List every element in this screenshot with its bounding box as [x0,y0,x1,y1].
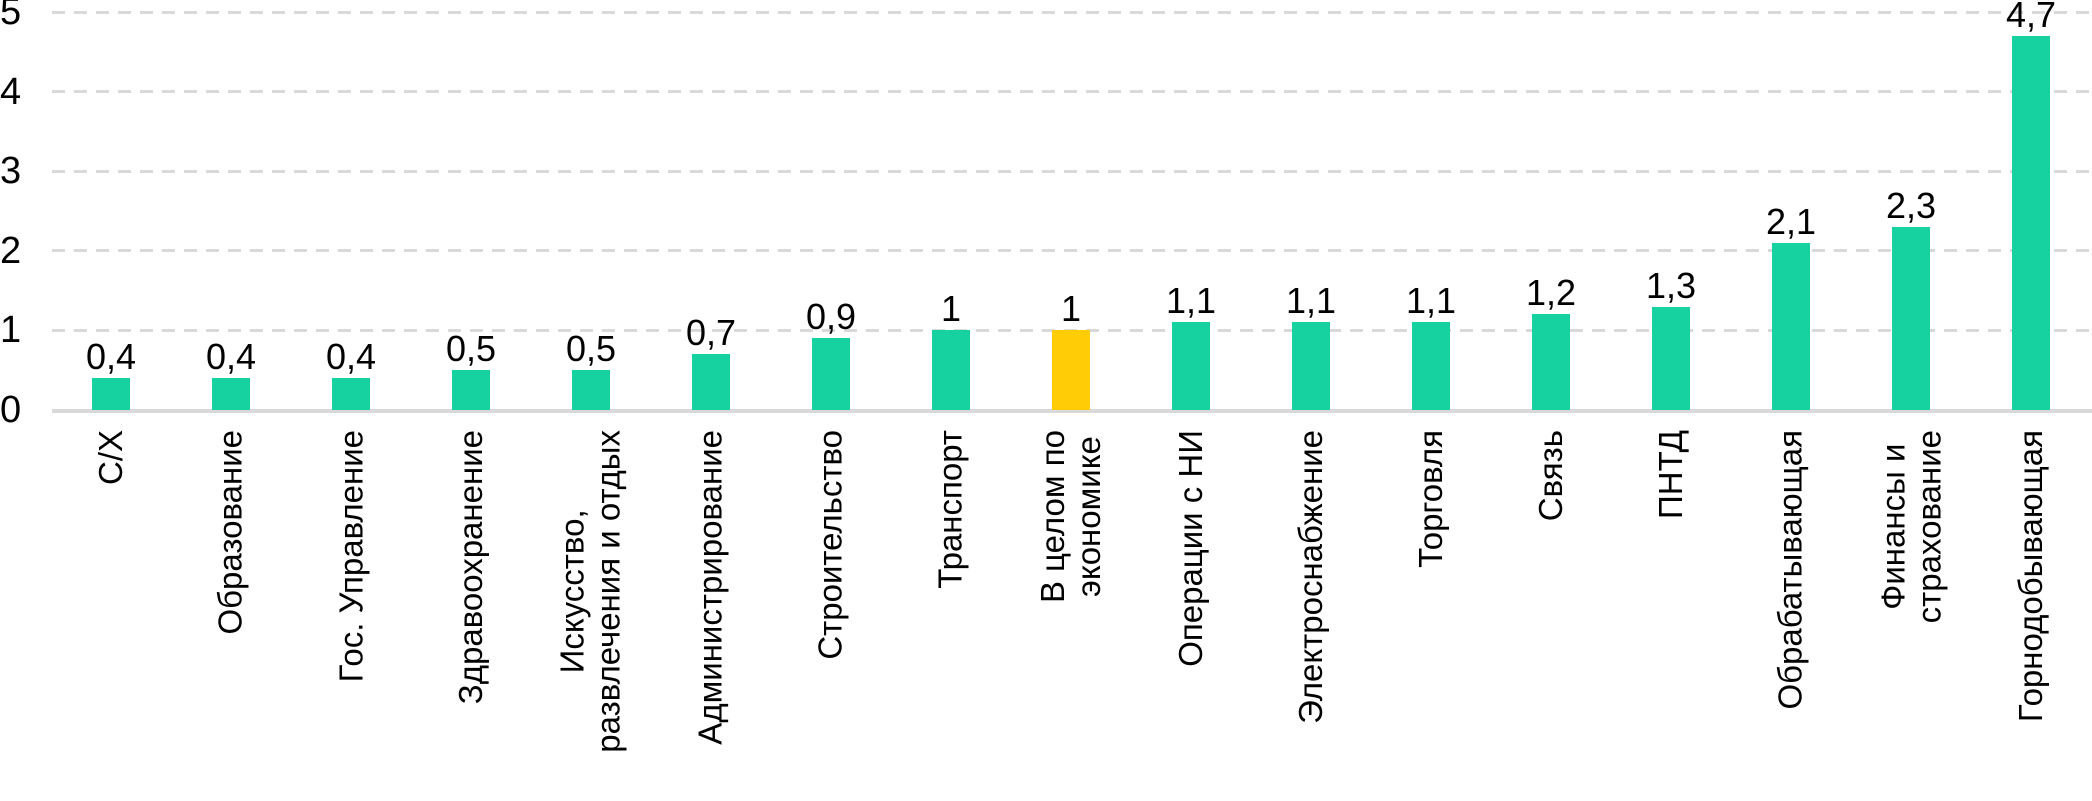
y-tick-label-2: 2 [0,229,22,272]
bar [2012,35,2050,410]
bar-value-label: 0,7 [685,312,737,354]
category-label: Искусство, развлечения и отдых [554,430,627,753]
bar-value-label: 0,4 [325,336,377,378]
bar [812,338,850,410]
category-label: Обрабатывающая [1772,430,1809,710]
bar [1532,314,1570,410]
bar-value-label: 1,1 [1165,280,1217,322]
gridline-y-5 [52,10,2092,14]
bar [1652,306,1690,410]
category-label: ПНТД [1652,430,1689,519]
bar-value-label: 0,4 [85,336,137,378]
gridline-y-4 [52,90,2092,94]
bar-value-label: 0,4 [205,336,257,378]
bar [572,370,610,410]
bar [692,354,730,410]
category-label: Электроснабжение [1292,430,1329,724]
bar-value-label: 4,7 [2005,0,2057,35]
bar-value-label: 1 [1060,288,1082,330]
bar-value-label: 1 [940,288,962,330]
category-label: Операции с НИ [1172,430,1209,667]
bar-value-label: 2,3 [1885,184,1937,226]
category-label: Торговля [1412,430,1449,568]
category-label: Строительство [812,430,849,660]
category-label: Горнодобывающая [2012,430,2049,723]
category-label: С/Х [92,430,129,486]
x-axis-line [52,409,2092,413]
bar-highlight [1052,330,1090,410]
category-label: Администрирование [692,430,729,745]
category-label: Связь [1532,430,1569,522]
category-label: Здравоохранение [452,430,489,705]
bar-value-label: 1,3 [1645,264,1697,306]
bar-value-label: 1,2 [1525,272,1577,314]
bar-value-label: 2,1 [1765,200,1817,242]
y-tick-label-3: 3 [0,150,22,193]
bar [1412,322,1450,410]
bar [932,330,970,410]
gridline-y-3 [52,169,2092,173]
bar-value-label: 1,1 [1285,280,1337,322]
y-tick-label-5: 5 [0,0,22,33]
bar [332,378,370,410]
y-tick-label-1: 1 [0,309,22,352]
category-label: В целом по экономике [1034,430,1107,604]
bar [1292,322,1330,410]
bar [1172,322,1210,410]
bar [92,378,130,410]
bar [1892,226,1930,410]
bar [452,370,490,410]
category-label: Финансы и страхование [1874,430,1947,624]
bar-value-label: 1,1 [1405,280,1457,322]
bar [1772,242,1810,410]
category-label: Образование [212,430,249,635]
y-tick-label-0: 0 [0,389,22,431]
category-label: Транспорт [932,430,969,589]
bar-value-label: 0,5 [565,328,617,370]
bar-value-label: 0,9 [805,296,857,338]
bar [212,378,250,410]
gridline-y-2 [52,249,2092,253]
category-label: Гос. Управление [332,430,369,683]
y-tick-label-4: 4 [0,70,22,113]
bar-value-label: 0,5 [445,328,497,370]
